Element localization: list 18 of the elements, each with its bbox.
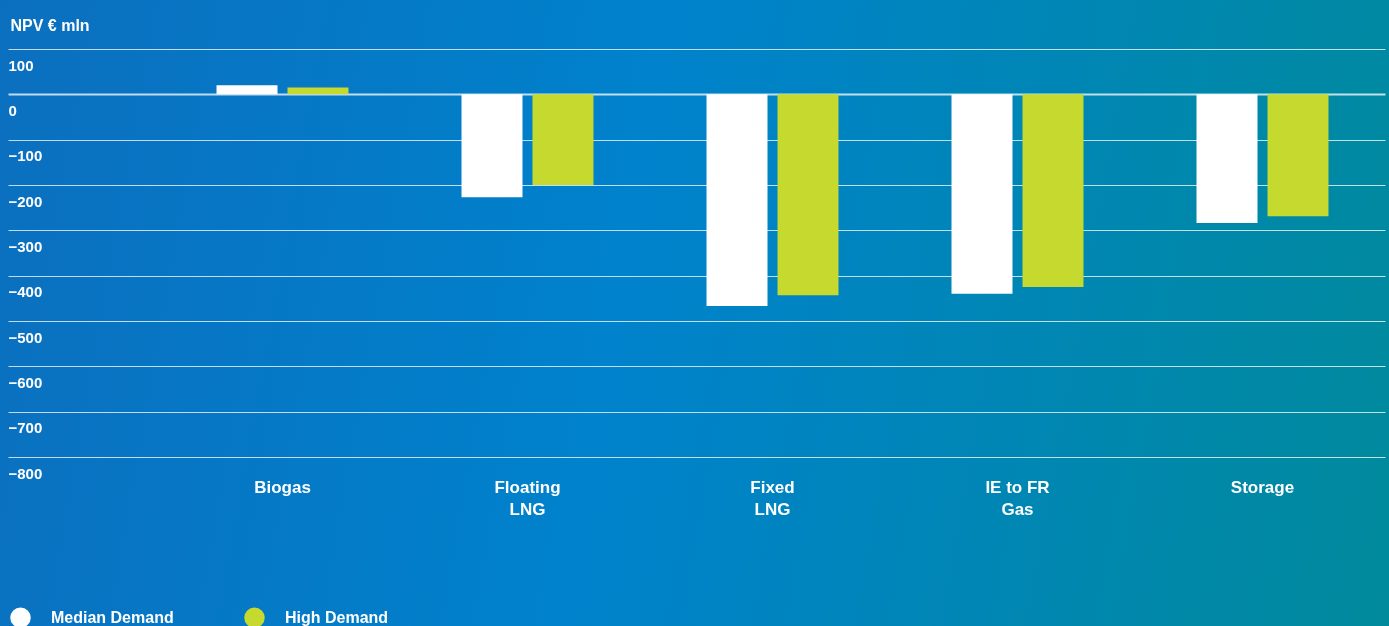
y-tick-label: −300 [8,237,43,255]
y-tick-label: −500 [8,328,43,346]
x-tick-label: Fixed LNG [750,477,795,519]
y-axis-title: NPV € mln [10,16,90,34]
y-tick-label: −600 [8,373,43,391]
y-tick-label: 100 [8,56,34,74]
x-tick-label: Storage [1230,477,1295,497]
legend-label: Median Demand [51,608,174,626]
x-tick-label: IE to FR Gas [985,477,1050,519]
y-tick-label: −200 [8,192,43,210]
y-tick-label: −100 [8,147,43,165]
x-tick-label: Biogas [254,477,311,497]
y-tick-label: −800 [8,464,43,482]
y-tick-label: −400 [8,283,43,301]
y-tick-label: −700 [8,419,43,437]
legend-label: High Demand [285,608,389,626]
y-tick-label: 0 [8,101,17,119]
x-tick-label: Floating LNG [494,477,561,519]
